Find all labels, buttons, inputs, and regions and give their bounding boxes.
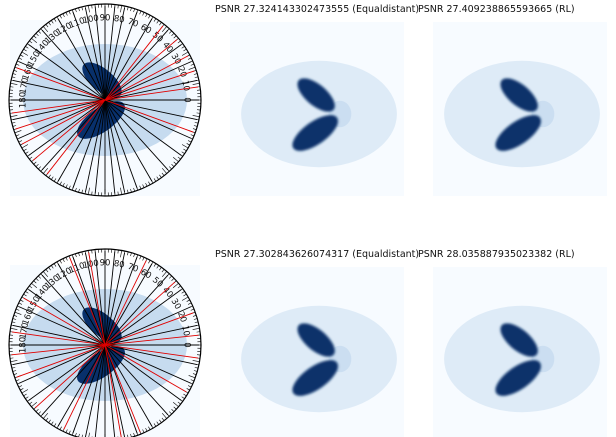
phantom-body xyxy=(241,306,397,412)
protractor-panel: 0102030405060708090100110120130140150160… xyxy=(9,249,201,437)
protractor-tick xyxy=(82,252,83,255)
phantom-body xyxy=(444,61,600,167)
protractor-tick xyxy=(148,15,150,18)
reconstruction-panel: PSNR 28.035887935023382 (RL) xyxy=(418,249,607,437)
image-title: PSNR 27.302843626074317 (Equaldistant) xyxy=(215,249,419,260)
phantom-body xyxy=(241,61,397,167)
protractor-tick xyxy=(69,11,70,14)
row: 0102030405060708090100110120130140150160… xyxy=(9,249,607,437)
protractor-tick xyxy=(148,260,150,263)
phantom-body xyxy=(444,306,600,412)
protractor-tick xyxy=(63,259,65,262)
protractor-tick xyxy=(134,254,135,257)
protractor-tick xyxy=(146,14,148,17)
reconstruction-panel: PSNR 27.302843626074317 (Equaldistant) xyxy=(215,249,419,437)
reconstruction-panel: PSNR 27.409238865593665 (RL) xyxy=(418,4,607,196)
protractor-tick xyxy=(79,8,80,11)
protractor-label: 10 xyxy=(179,325,191,337)
protractor-label: 80 xyxy=(113,259,125,271)
protractor-tick xyxy=(79,253,80,256)
protractor-tick xyxy=(143,257,144,260)
row: 0102030405060708090100110120130140150160… xyxy=(9,4,607,196)
protractor-tick xyxy=(66,12,67,15)
image-title: PSNR 27.324143302473555 (Equaldistant) xyxy=(215,4,419,15)
protractor-tick xyxy=(66,257,67,260)
protractor-tick xyxy=(130,8,131,11)
protractor-tick xyxy=(143,12,144,15)
protractor-tick xyxy=(130,253,131,256)
image-title: PSNR 27.409238865593665 (RL) xyxy=(418,4,575,15)
protractor-tick xyxy=(75,9,76,12)
image-title: PSNR 28.035887935023382 (RL) xyxy=(418,249,575,260)
protractor-tick xyxy=(60,260,62,263)
protractor-tick xyxy=(63,14,65,17)
protractor-tick xyxy=(134,9,135,12)
protractor-tick xyxy=(127,252,128,255)
protractor-tick xyxy=(120,5,121,12)
protractor-tick xyxy=(75,254,76,257)
protractor-tick xyxy=(140,256,141,259)
protractor-tick xyxy=(60,15,62,18)
protractor-tick xyxy=(88,5,89,12)
protractor-panel: 0102030405060708090100110120130140150160… xyxy=(9,4,201,196)
protractor-label: 10 xyxy=(179,80,191,92)
reconstruction-panel: PSNR 27.324143302473555 (Equaldistant) xyxy=(215,4,419,196)
protractor-tick xyxy=(140,11,141,14)
protractor-tick xyxy=(82,7,83,10)
figure: 0102030405060708090100110120130140150160… xyxy=(0,0,616,437)
protractor-tick xyxy=(127,7,128,10)
protractor-label: 80 xyxy=(113,14,125,26)
protractor-tick xyxy=(120,250,121,257)
